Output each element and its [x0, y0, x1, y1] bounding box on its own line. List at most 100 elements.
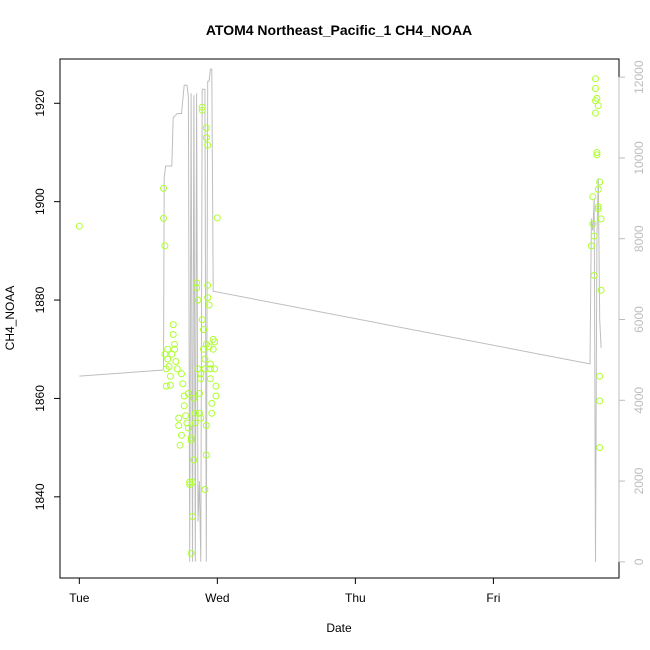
- data-point: [596, 178, 604, 186]
- data-point: [166, 381, 174, 389]
- data-point: [186, 478, 194, 486]
- data-point: [590, 232, 598, 240]
- data-point: [198, 106, 206, 114]
- data-point: [191, 409, 199, 417]
- data-point: [593, 94, 601, 102]
- data-point: [206, 360, 214, 368]
- y-tick-label: 1860: [33, 385, 47, 412]
- data-point: [195, 390, 203, 397]
- data-point: [184, 390, 192, 397]
- data-point: [189, 513, 196, 520]
- data-point: [594, 205, 602, 213]
- x-tick-label: Wed: [205, 591, 229, 605]
- data-point: [187, 434, 195, 442]
- data-point: [211, 338, 219, 346]
- y2-tick-label: 6000: [632, 306, 646, 333]
- data-point: [589, 220, 597, 228]
- data-point: [212, 392, 220, 400]
- y-tick-label: 1840: [33, 483, 47, 510]
- data-point: [593, 151, 601, 159]
- y2-tick-label: 4000: [632, 387, 646, 414]
- data-point: [191, 419, 199, 427]
- data-point: [597, 215, 605, 223]
- y-tick-label: 1880: [33, 286, 47, 313]
- point-series: [75, 75, 605, 557]
- data-point: [594, 102, 602, 110]
- data-point: [193, 279, 201, 287]
- data-point: [182, 412, 190, 420]
- data-point: [198, 316, 206, 324]
- data-point: [204, 141, 212, 149]
- data-point: [180, 402, 188, 410]
- data-point: [175, 422, 183, 429]
- data-point: [197, 375, 205, 383]
- y2-tick-label: 0: [632, 558, 646, 565]
- data-point: [178, 370, 185, 378]
- y2-tick-label: 10000: [632, 141, 646, 175]
- y2-tick-label: 12000: [632, 60, 646, 94]
- data-point: [176, 441, 184, 449]
- data-point: [213, 214, 221, 222]
- data-point: [178, 431, 185, 439]
- data-point: [202, 134, 210, 142]
- data-point: [202, 451, 210, 459]
- data-point: [589, 193, 597, 201]
- y-tick-label: 1920: [33, 90, 47, 117]
- data-point: [160, 214, 167, 222]
- data-point: [173, 365, 181, 373]
- data-point: [183, 419, 191, 427]
- data-point: [164, 355, 172, 363]
- data-point: [190, 456, 198, 464]
- data-point: [592, 109, 599, 117]
- data-point: [189, 478, 196, 486]
- data-point: [204, 294, 212, 302]
- y-tick-label: 1900: [33, 188, 47, 215]
- data-point: [172, 358, 180, 365]
- data-point: [171, 345, 179, 353]
- y-axis-label: CH4_NOAA: [3, 286, 17, 351]
- series-line: [79, 68, 602, 562]
- data-point: [197, 414, 205, 422]
- data-point: [169, 331, 177, 338]
- data-point: [160, 184, 167, 192]
- data-point: [197, 370, 205, 378]
- data-point: [195, 409, 203, 417]
- x-tick-label: Thu: [345, 591, 366, 605]
- data-point: [202, 422, 210, 429]
- data-point: [594, 203, 602, 211]
- data-point: [592, 85, 599, 92]
- line-series: [79, 68, 602, 562]
- data-point: [75, 222, 83, 230]
- data-point: [175, 414, 183, 422]
- data-point: [162, 382, 170, 390]
- data-point: [593, 149, 601, 156]
- data-point: [587, 242, 595, 250]
- x-axis-label: Date: [326, 621, 352, 635]
- data-point: [211, 365, 219, 373]
- chart-title: ATOM4 Northeast_Pacific_1 CH4_NOAA: [206, 22, 472, 38]
- data-point: [198, 103, 206, 111]
- data-point: [208, 399, 216, 407]
- y2-tick-label: 8000: [632, 225, 646, 252]
- x-tick-label: Fri: [486, 591, 500, 605]
- data-point: [592, 75, 599, 83]
- data-point: [212, 382, 220, 390]
- data-point: [204, 281, 212, 289]
- data-point: [193, 284, 201, 292]
- data-point: [206, 365, 214, 373]
- data-point: [171, 340, 179, 348]
- data-point: [169, 321, 177, 329]
- data-point: [208, 409, 216, 417]
- data-point: [179, 380, 187, 388]
- data-point: [206, 375, 214, 383]
- data-point: [187, 549, 195, 557]
- data-point: [201, 486, 209, 493]
- y2-tick-label: 2000: [632, 467, 646, 494]
- data-point: [190, 394, 198, 402]
- data-point: [164, 345, 172, 353]
- y-axis-right: 0 2000 4000 6000 8000 10000 12000: [618, 60, 646, 565]
- data-point: [187, 436, 195, 444]
- data-point: [184, 424, 192, 432]
- data-point: [200, 326, 207, 334]
